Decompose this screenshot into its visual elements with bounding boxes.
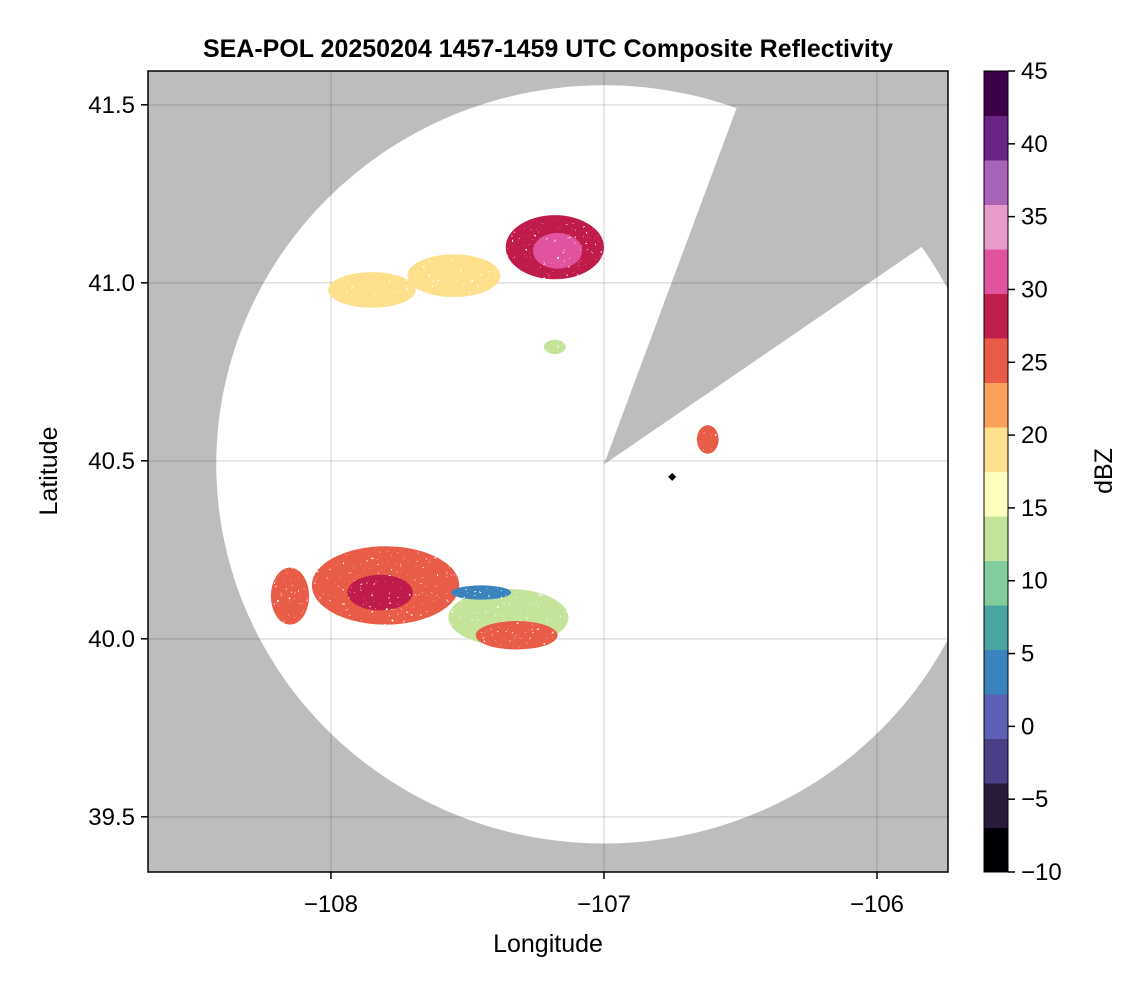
colorbar-segment xyxy=(984,516,1008,561)
colorbar-segment xyxy=(984,427,1008,472)
colorbar-tick-label: 0 xyxy=(1021,713,1034,740)
colorbar-segment xyxy=(984,249,1008,294)
echo-north-band-core xyxy=(532,232,583,269)
echo-weak-echo-strip xyxy=(451,585,512,600)
colorbar-ticks: −10 −5 0 5 10 15 20 25 30 35 40 45 xyxy=(1008,58,1062,886)
y-axis-label: Latitude xyxy=(35,427,63,516)
colorbar-segment xyxy=(984,471,1008,517)
y-tick-label: 41.5 xyxy=(88,92,135,119)
y-axis: 39.5 40.0 40.5 41.0 41.5 xyxy=(88,92,148,831)
colorbar-segment xyxy=(984,738,1008,784)
x-tick-label: −108 xyxy=(304,891,358,918)
x-tick-label: −107 xyxy=(577,891,631,918)
colorbar xyxy=(983,70,1009,873)
y-tick-label: 41.0 xyxy=(88,270,135,297)
colorbar-label: dBZ xyxy=(1090,448,1118,494)
colorbar-tick-label: 5 xyxy=(1021,641,1034,668)
echo-south-band-west xyxy=(270,567,310,625)
echo-north-band-west xyxy=(328,272,416,308)
x-tick-label: −106 xyxy=(850,891,904,918)
echo-east-cell xyxy=(696,425,719,454)
x-axis: −108 −107 −106 xyxy=(304,872,904,918)
radar-coverage-area xyxy=(216,85,948,844)
colorbar-tick-label: 45 xyxy=(1021,58,1048,85)
colorbar-segment xyxy=(984,115,1008,161)
colorbar-segment xyxy=(984,649,1008,695)
echo-layer xyxy=(270,215,719,650)
colorbar-segment xyxy=(984,694,1008,739)
colorbar-segment xyxy=(984,71,1008,116)
colorbar-tick-label: 10 xyxy=(1021,568,1048,595)
chart-title: SEA-POL 20250204 1457-1459 UTC Composite… xyxy=(203,35,893,63)
plot-frame xyxy=(147,70,949,873)
y-tick-label: 40.5 xyxy=(88,448,135,475)
colorbar-segment xyxy=(984,827,1008,873)
echo-south-band-streak xyxy=(475,621,558,650)
colorbar-tick-label: 40 xyxy=(1021,131,1048,158)
colorbar-tick-label: 35 xyxy=(1021,204,1048,231)
colorbar-tick-label: 30 xyxy=(1021,276,1048,303)
colorbar-segment xyxy=(984,560,1008,606)
colorbar-segment xyxy=(984,160,1008,205)
y-tick-label: 39.5 xyxy=(88,804,135,831)
colorbar-tick-label: 20 xyxy=(1021,422,1048,449)
echo-north-band-mid xyxy=(407,254,501,298)
colorbar-tick-label: 15 xyxy=(1021,495,1048,522)
echo-south-band-core xyxy=(347,574,413,611)
colorbar-segment xyxy=(984,204,1008,250)
colorbar-tick-label: −5 xyxy=(1021,786,1048,813)
colorbar-segment xyxy=(984,382,1008,428)
colorbar-tick-label: −10 xyxy=(1021,859,1062,886)
colorbar-segment xyxy=(984,293,1008,339)
colorbar-segment xyxy=(984,783,1008,828)
radar-site-marker xyxy=(668,472,677,481)
colorbar-frame xyxy=(983,70,1009,873)
colorbar-segment xyxy=(984,338,1008,383)
x-axis-label: Longitude xyxy=(493,930,603,958)
colorbar-tick-label: 25 xyxy=(1021,349,1048,376)
y-tick-label: 40.0 xyxy=(88,626,135,653)
plot-area xyxy=(148,71,948,872)
colorbar-segment xyxy=(984,605,1008,650)
echo-north-small-cell xyxy=(543,339,566,355)
